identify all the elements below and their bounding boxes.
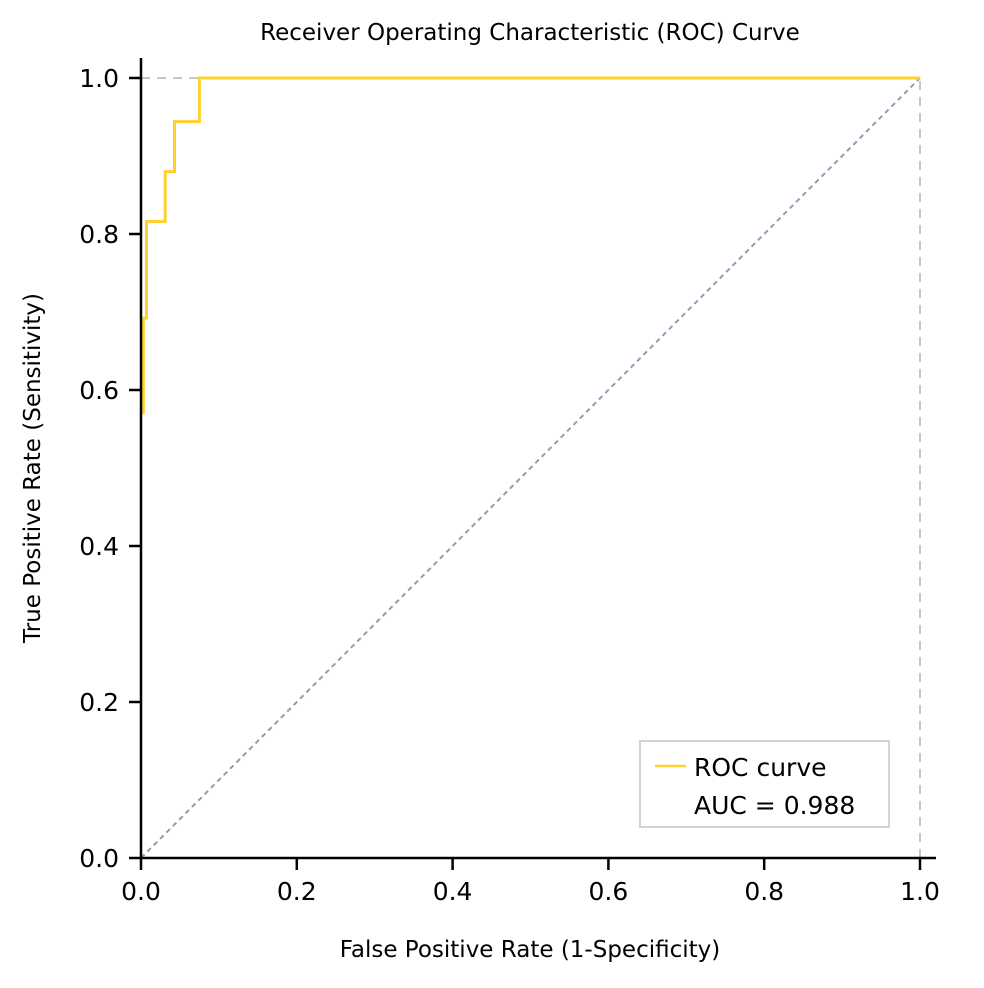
- legend-label: ROC curve: [694, 753, 827, 782]
- x-tick-label: 0.8: [744, 877, 784, 906]
- y-tick-label: 0.6: [79, 376, 119, 405]
- x-tick-label: 0.4: [433, 877, 473, 906]
- x-tick-label: 0.6: [589, 877, 629, 906]
- x-tick-label: 0.0: [121, 877, 161, 906]
- y-axis-label: True Positive Rate (Sensitivity): [20, 293, 46, 644]
- x-axis-label: False Positive Rate (1-Specificity): [340, 937, 721, 963]
- x-tick-label: 1.0: [900, 877, 940, 906]
- legend-box: [639, 740, 890, 828]
- legend-auc: AUC = 0.988: [694, 791, 855, 820]
- y-tick-label: 0.2: [79, 688, 119, 717]
- legend: ROC curve AUC = 0.988: [639, 740, 890, 828]
- y-tick-label: 1.0: [79, 64, 119, 93]
- chart-title: Receiver Operating Characteristic (ROC) …: [260, 20, 800, 46]
- y-tick-label: 0.0: [79, 844, 119, 873]
- x-tick-label: 0.2: [277, 877, 317, 906]
- roc-curve-line: [141, 76, 920, 415]
- y-tick-label: 0.4: [79, 532, 119, 561]
- chance-diagonal-line: [140, 77, 921, 859]
- y-tick-label: 0.8: [79, 220, 119, 249]
